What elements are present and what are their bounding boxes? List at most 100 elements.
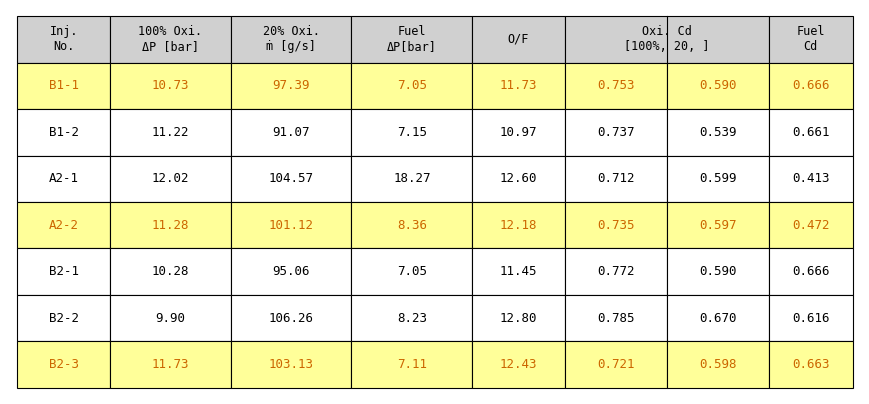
Bar	[230, 156, 351, 202]
Bar	[472, 341, 564, 388]
Text: B1-1: B1-1	[49, 79, 79, 93]
Bar	[564, 341, 667, 388]
Text: 0.785: 0.785	[596, 311, 634, 325]
Text: 0.413: 0.413	[791, 172, 829, 185]
Text: 0.712: 0.712	[596, 172, 634, 185]
Bar	[230, 248, 351, 295]
Text: 0.597: 0.597	[699, 219, 736, 232]
Bar	[667, 156, 768, 202]
Bar	[472, 63, 564, 109]
Text: 0.598: 0.598	[699, 358, 736, 371]
Bar	[667, 295, 768, 341]
Bar	[110, 63, 230, 109]
Bar	[110, 202, 230, 248]
Bar	[351, 16, 472, 63]
Bar	[110, 156, 230, 202]
Text: 7.05: 7.05	[396, 79, 427, 93]
Text: 10.97: 10.97	[499, 126, 537, 139]
Bar	[351, 156, 472, 202]
Bar	[768, 109, 852, 156]
Text: 12.80: 12.80	[499, 311, 537, 325]
Text: 0.735: 0.735	[596, 219, 634, 232]
Bar	[564, 109, 667, 156]
Bar	[768, 63, 852, 109]
Bar	[110, 109, 230, 156]
Text: 95.06: 95.06	[272, 265, 309, 278]
Bar	[230, 109, 351, 156]
Text: 8.23: 8.23	[396, 311, 427, 325]
Text: 0.721: 0.721	[596, 358, 634, 371]
Text: 0.666: 0.666	[791, 79, 829, 93]
Bar	[667, 248, 768, 295]
Text: 18.27: 18.27	[393, 172, 430, 185]
Text: B2-3: B2-3	[49, 358, 79, 371]
Text: 0.599: 0.599	[699, 172, 736, 185]
Bar	[472, 156, 564, 202]
Text: 7.11: 7.11	[396, 358, 427, 371]
Bar	[230, 63, 351, 109]
Bar	[351, 295, 472, 341]
Bar	[351, 109, 472, 156]
Text: 7.05: 7.05	[396, 265, 427, 278]
Text: 101.12: 101.12	[269, 219, 314, 232]
Bar	[230, 202, 351, 248]
Text: 106.26: 106.26	[269, 311, 314, 325]
Bar	[667, 109, 768, 156]
Text: O/F: O/F	[507, 33, 528, 46]
Text: 0.753: 0.753	[596, 79, 634, 93]
Text: B2-2: B2-2	[49, 311, 79, 325]
Bar	[564, 16, 768, 63]
Text: 9.90: 9.90	[156, 311, 185, 325]
Text: 12.18: 12.18	[499, 219, 537, 232]
Bar	[472, 202, 564, 248]
Text: B1-2: B1-2	[49, 126, 79, 139]
Text: 91.07: 91.07	[272, 126, 309, 139]
Bar	[564, 295, 667, 341]
Bar	[17, 109, 110, 156]
Bar	[667, 341, 768, 388]
Text: 12.60: 12.60	[499, 172, 537, 185]
Bar	[230, 341, 351, 388]
Bar	[564, 248, 667, 295]
Text: 11.73: 11.73	[499, 79, 537, 93]
Bar	[564, 156, 667, 202]
Text: 11.22: 11.22	[151, 126, 189, 139]
Text: Oxi. Cd
[100%, 20, ]: Oxi. Cd [100%, 20, ]	[624, 25, 709, 53]
Text: B2-1: B2-1	[49, 265, 79, 278]
Text: 0.670: 0.670	[699, 311, 736, 325]
Bar	[564, 202, 667, 248]
Bar	[472, 295, 564, 341]
Bar	[17, 248, 110, 295]
Bar	[472, 248, 564, 295]
Bar	[768, 156, 852, 202]
Bar	[768, 202, 852, 248]
Text: 12.43: 12.43	[499, 358, 537, 371]
Text: 11.28: 11.28	[151, 219, 189, 232]
Bar	[230, 16, 351, 63]
Bar	[110, 16, 230, 63]
Bar	[472, 16, 564, 63]
Bar	[110, 295, 230, 341]
Bar	[472, 109, 564, 156]
Text: 0.472: 0.472	[791, 219, 829, 232]
Text: 0.772: 0.772	[596, 265, 634, 278]
Text: Inj.
No.: Inj. No.	[50, 25, 78, 53]
Bar	[768, 248, 852, 295]
Text: 0.616: 0.616	[791, 311, 829, 325]
Text: 100% Oxi.
ΔP [bar]: 100% Oxi. ΔP [bar]	[138, 25, 202, 53]
Text: 0.737: 0.737	[596, 126, 634, 139]
Text: 7.15: 7.15	[396, 126, 427, 139]
Bar	[351, 248, 472, 295]
Bar	[17, 63, 110, 109]
Bar	[17, 341, 110, 388]
Bar	[110, 248, 230, 295]
Text: A2-1: A2-1	[49, 172, 79, 185]
Bar	[768, 16, 852, 63]
Text: 10.28: 10.28	[151, 265, 189, 278]
Text: Fuel
Cd: Fuel Cd	[796, 25, 824, 53]
Bar	[17, 16, 110, 63]
Bar	[667, 63, 768, 109]
Text: 103.13: 103.13	[269, 358, 314, 371]
Bar	[17, 156, 110, 202]
Text: 97.39: 97.39	[272, 79, 309, 93]
